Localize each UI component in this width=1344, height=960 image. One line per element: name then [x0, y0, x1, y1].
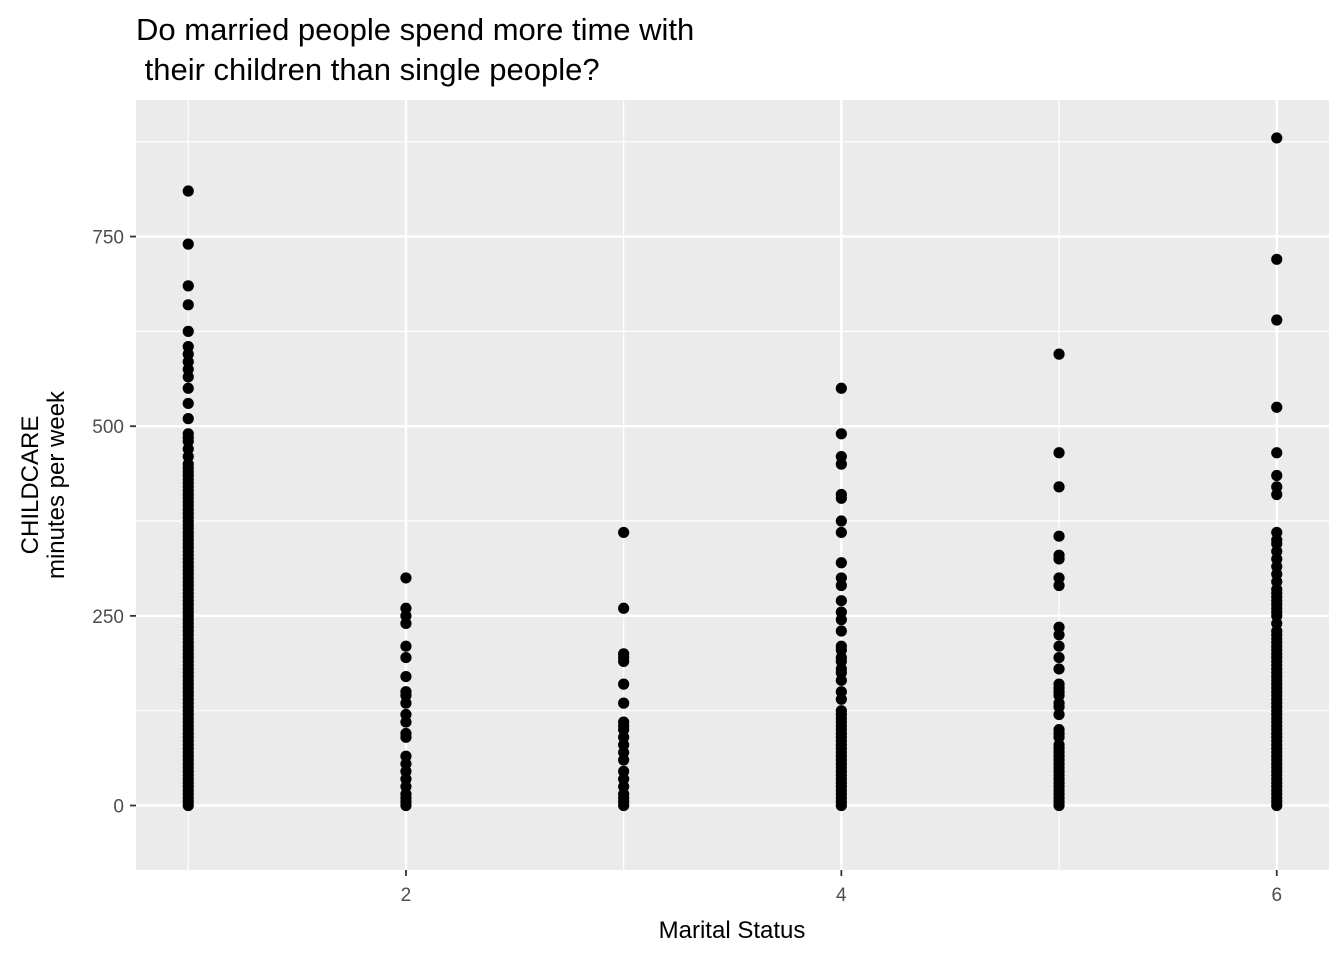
data-point [618, 697, 630, 709]
data-point [400, 602, 412, 614]
axis-ticks: 2 4 6 0 250 500 750 [92, 228, 1282, 906]
data-point [182, 185, 194, 197]
data-point [400, 686, 412, 698]
data-point [400, 572, 412, 584]
data-point [400, 750, 412, 762]
data-point [182, 413, 194, 425]
data-point [182, 299, 194, 311]
data-point [618, 678, 630, 690]
y-tick-label: 500 [92, 417, 124, 438]
x-tick-label: 4 [836, 885, 847, 906]
data-point [835, 488, 847, 501]
data-point [1271, 132, 1283, 144]
data-point [400, 651, 412, 664]
data-point [835, 686, 847, 698]
data-point [400, 640, 412, 652]
data-point [835, 450, 847, 463]
data-point [1053, 651, 1065, 664]
chart-title-line-2: their children than single people? [136, 52, 600, 87]
data-point [835, 640, 847, 652]
data-point [618, 526, 630, 539]
data-point [182, 325, 194, 337]
plot-panel [136, 100, 1329, 870]
data-point [1271, 314, 1283, 326]
data-point [618, 716, 630, 728]
y-tick-label: 250 [92, 607, 124, 628]
y-axis-title-line-2: minutes per week [43, 390, 70, 579]
data-point [400, 670, 412, 683]
data-point [400, 708, 412, 721]
data-point [1271, 481, 1283, 493]
x-axis-title: Marital Status [659, 917, 806, 944]
data-point [1053, 348, 1065, 360]
data-point [1053, 572, 1065, 584]
data-point [618, 602, 630, 614]
y-axis-title-line-1: CHILDCARE [17, 416, 44, 555]
data-point [182, 428, 194, 440]
data-point [1053, 678, 1065, 690]
data-point [182, 238, 194, 250]
data-point [835, 557, 847, 569]
data-point [1271, 401, 1283, 413]
data-point [1053, 621, 1065, 633]
data-point [835, 595, 847, 607]
data-point [618, 765, 630, 777]
data-point [182, 340, 194, 353]
data-point [1053, 481, 1065, 493]
data-point [1053, 724, 1065, 736]
data-point [1053, 530, 1065, 542]
data-point [182, 397, 194, 410]
data-point [182, 382, 194, 394]
data-point [618, 648, 630, 660]
data-point [835, 572, 847, 584]
data-point [835, 382, 847, 394]
data-points [182, 132, 1283, 812]
data-point [835, 606, 847, 618]
data-point [182, 280, 194, 292]
data-point [1053, 663, 1065, 675]
minor-gridlines [136, 100, 1329, 870]
data-point [835, 515, 847, 527]
y-tick-label: 0 [113, 797, 124, 818]
y-axis-title: CHILDCARE minutes per week [17, 390, 70, 579]
data-point [1053, 447, 1065, 459]
data-point [1053, 549, 1065, 561]
data-point [1053, 640, 1065, 652]
x-tick-label: 6 [1271, 885, 1282, 906]
data-point [1271, 447, 1283, 459]
data-point [400, 727, 412, 740]
data-point [1271, 469, 1283, 482]
data-point [835, 625, 847, 637]
chart-title-line-1: Do married people spend more time with [136, 12, 694, 47]
data-point [1271, 253, 1283, 265]
x-tick-label: 2 [401, 885, 412, 906]
y-tick-label: 750 [92, 228, 124, 249]
data-point [835, 428, 847, 440]
data-point [835, 526, 847, 539]
data-point [835, 705, 847, 717]
data-point [1271, 526, 1283, 539]
